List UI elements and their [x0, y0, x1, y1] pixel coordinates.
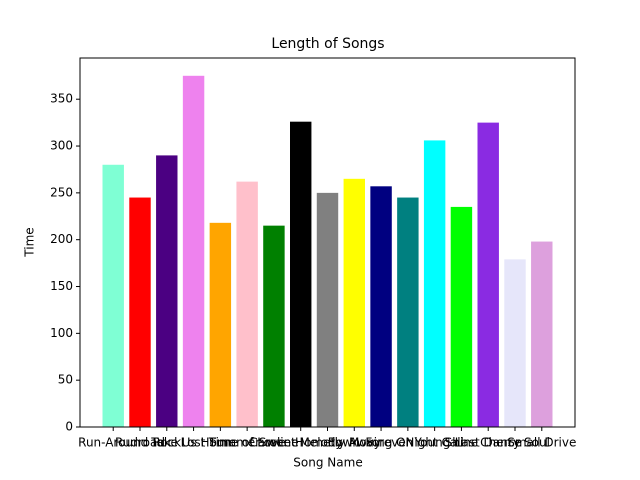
y-tick-label: 50 — [58, 373, 73, 387]
y-tick-label: 300 — [50, 139, 73, 153]
bar — [290, 121, 312, 428]
bar — [450, 206, 473, 427]
bar — [316, 192, 339, 427]
x-tick-label: Rudroad — [115, 436, 165, 450]
y-tick-label: 100 — [50, 326, 73, 340]
bar — [343, 178, 365, 427]
bar — [263, 225, 285, 427]
bar — [504, 259, 526, 427]
bar — [156, 155, 178, 428]
y-tick-label: 350 — [50, 92, 73, 106]
y-tick-label: 150 — [50, 279, 73, 293]
bar — [209, 222, 232, 427]
y-tick-label: 200 — [50, 232, 73, 246]
x-tick-label: Last Dance — [455, 436, 522, 450]
x-tick-label: Fly Away — [328, 436, 381, 450]
x-tick-label: Hometown — [295, 436, 360, 450]
x-tick-label: Small Drive — [507, 436, 576, 450]
bar — [236, 181, 258, 427]
x-tick-label: Caroline — [249, 436, 298, 450]
bar — [370, 186, 392, 427]
plot-frame — [79, 57, 576, 428]
bar — [397, 197, 419, 427]
x-tick-label: Forever Young — [365, 436, 450, 450]
x-tick-label: Time of Love — [208, 436, 286, 450]
x-tick-label: Cherry Soul — [480, 436, 550, 450]
chart-title: Length of Songs — [271, 36, 384, 52]
y-tick-label: 0 — [65, 420, 73, 434]
x-tick-label: Run-Around — [78, 436, 148, 450]
y-axis-label: Time — [23, 227, 37, 257]
x-tick-label: Lost Summer — [181, 436, 261, 450]
y-tick-label: 250 — [50, 185, 73, 199]
bar — [531, 241, 553, 427]
x-tick-label: Night Call — [405, 436, 463, 450]
bar — [182, 75, 205, 427]
x-tick-label: Shine — [445, 436, 479, 450]
x-axis-label: Song Name — [293, 456, 362, 470]
x-tick-label: Rock — [152, 436, 181, 450]
bar — [129, 197, 151, 427]
bar — [102, 164, 124, 428]
x-tick-label: Sweet Melody — [259, 436, 343, 450]
x-tick-label: Moving On — [349, 436, 413, 450]
bar — [423, 140, 446, 427]
bar — [477, 122, 499, 427]
x-tick-label: Take Us Home — [150, 436, 236, 450]
